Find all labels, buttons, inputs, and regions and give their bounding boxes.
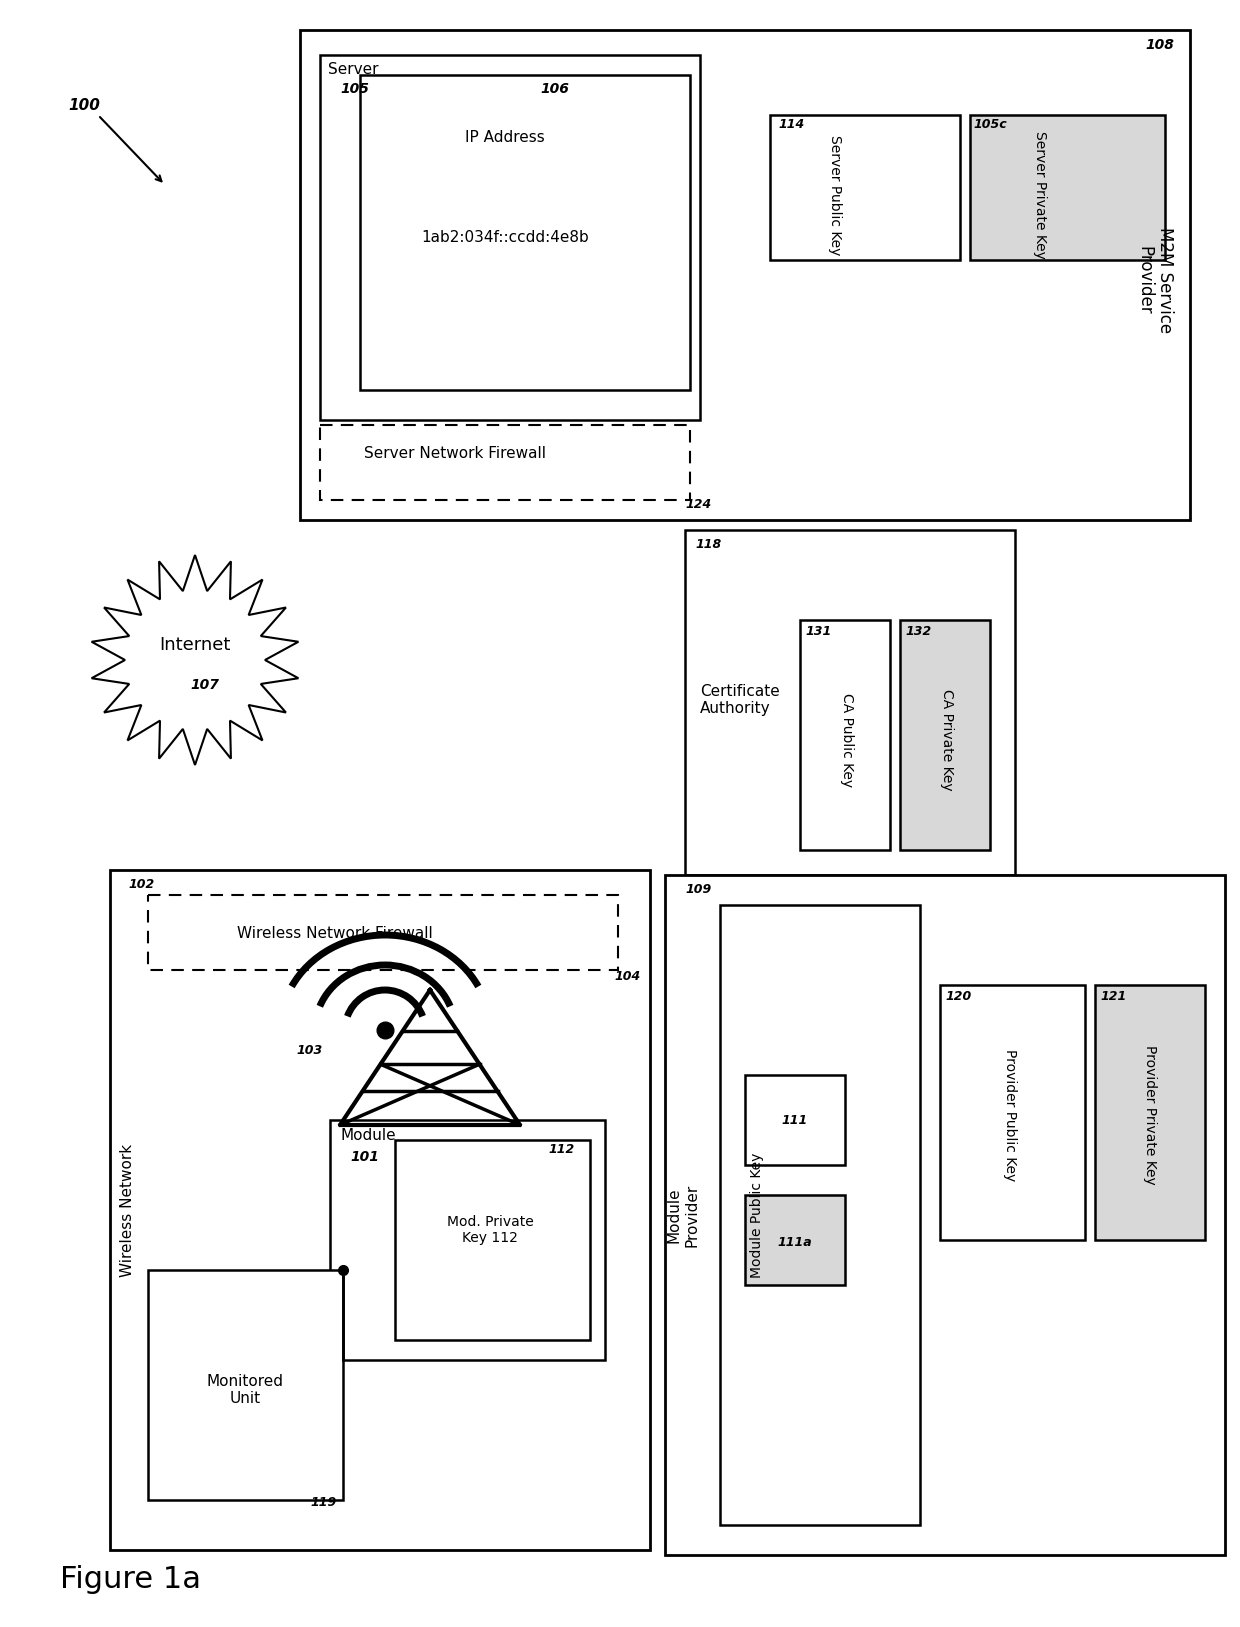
- Bar: [970, 116, 1166, 260]
- Polygon shape: [92, 555, 299, 765]
- Text: Provider Private Key: Provider Private Key: [1143, 1045, 1157, 1184]
- Text: 131: 131: [805, 625, 831, 638]
- Text: Wireless Network Firewall: Wireless Network Firewall: [237, 926, 433, 940]
- Bar: [330, 1119, 605, 1360]
- Bar: [360, 75, 689, 390]
- Text: Internet: Internet: [159, 636, 231, 654]
- Bar: [148, 895, 618, 970]
- Text: 105: 105: [340, 81, 368, 96]
- Text: Server Network Firewall: Server Network Firewall: [365, 446, 546, 460]
- Text: 132: 132: [905, 625, 931, 638]
- Text: IP Address: IP Address: [465, 130, 544, 145]
- Bar: [148, 1271, 343, 1500]
- Bar: [720, 905, 920, 1524]
- Text: Server: Server: [329, 62, 378, 76]
- Text: 120: 120: [945, 989, 971, 1002]
- Text: Module: Module: [340, 1128, 396, 1144]
- Text: 111a: 111a: [777, 1235, 812, 1248]
- Bar: [770, 116, 960, 260]
- Text: 114: 114: [777, 119, 805, 132]
- Text: CA Private Key: CA Private Key: [940, 690, 954, 791]
- Text: Certificate
Authority: Certificate Authority: [701, 683, 780, 716]
- Text: Wireless Network: Wireless Network: [120, 1144, 135, 1277]
- Text: Server Public Key: Server Public Key: [828, 135, 842, 255]
- Bar: [665, 875, 1225, 1555]
- Text: 118: 118: [694, 539, 722, 552]
- Bar: [900, 620, 990, 849]
- Text: 124: 124: [684, 498, 712, 511]
- Bar: [684, 530, 1016, 875]
- Text: 1ab2:034f::ccdd:4e8b: 1ab2:034f::ccdd:4e8b: [422, 229, 589, 246]
- Bar: [745, 1075, 844, 1165]
- Bar: [320, 425, 689, 499]
- Text: 106: 106: [539, 81, 569, 96]
- Text: CA Public Key: CA Public Key: [839, 693, 854, 787]
- Text: 121: 121: [1100, 989, 1126, 1002]
- Text: 112: 112: [548, 1144, 574, 1157]
- Text: 100: 100: [68, 98, 100, 112]
- Bar: [1095, 984, 1205, 1240]
- Text: Monitored
Unit: Monitored Unit: [207, 1373, 284, 1406]
- Bar: [110, 870, 650, 1551]
- Bar: [300, 29, 1190, 521]
- Text: M2M Service
Provider: M2M Service Provider: [1136, 226, 1174, 334]
- Text: Module Public Key: Module Public Key: [750, 1152, 764, 1277]
- Bar: [396, 1141, 590, 1341]
- Text: 111: 111: [782, 1113, 808, 1126]
- Text: 104: 104: [614, 970, 640, 983]
- Text: 101: 101: [350, 1150, 379, 1163]
- Text: Module
Provider: Module Provider: [667, 1183, 699, 1246]
- Text: 103: 103: [296, 1043, 324, 1056]
- Text: 109: 109: [684, 883, 712, 896]
- Text: 102: 102: [128, 879, 154, 892]
- Bar: [800, 620, 890, 849]
- Text: Mod. Private
Key 112: Mod. Private Key 112: [446, 1215, 533, 1245]
- Text: Provider Public Key: Provider Public Key: [1003, 1049, 1017, 1181]
- Text: Figure 1a: Figure 1a: [60, 1565, 201, 1594]
- Text: 108: 108: [1146, 37, 1174, 52]
- Bar: [320, 55, 701, 420]
- Text: Server Private Key: Server Private Key: [1033, 132, 1047, 259]
- Text: 119: 119: [310, 1495, 336, 1508]
- Bar: [940, 984, 1085, 1240]
- Bar: [745, 1194, 844, 1285]
- Text: 107: 107: [191, 678, 219, 691]
- Text: 105c: 105c: [973, 119, 1007, 132]
